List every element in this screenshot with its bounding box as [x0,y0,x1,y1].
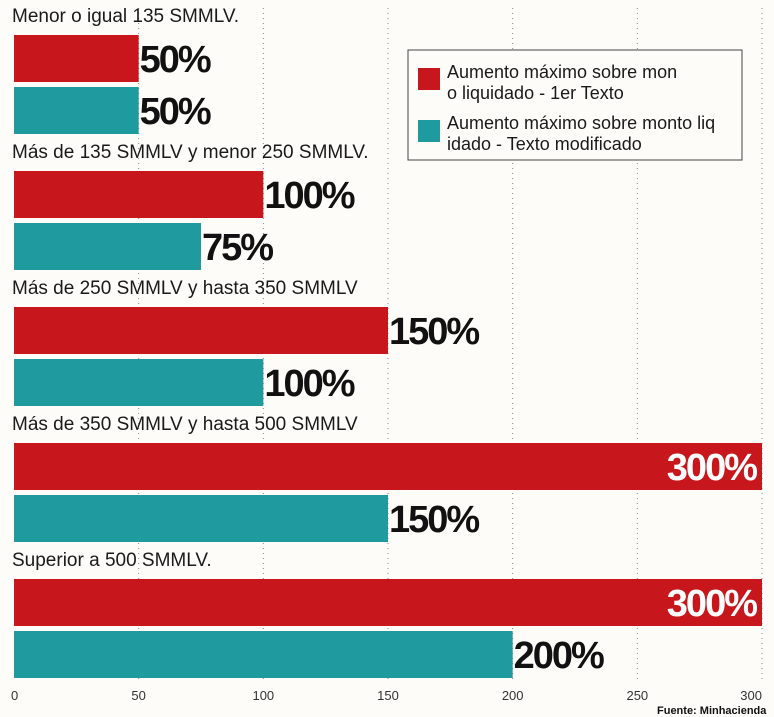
bar-series-1-category-4 [14,443,762,490]
value-label-series-2-category-1: 50% [140,91,211,133]
category-labels: Menor o igual 135 SMMLV. Más de 135 SMMLV… [12,6,369,571]
value-label-series-2-category-3: 100% [264,363,354,405]
value-label-series-2-category-5: 200% [514,635,604,677]
source-note: Fuente: Minhacienda [657,705,767,717]
bar-series-2-category-1 [14,87,139,134]
value-label-series-1-category-3: 150% [389,311,479,353]
x-axis-ticks: 0 50 100 150 200 250 300 [11,688,762,703]
legend-label-series-1-line-1: Aumento máximo sobre mon [447,62,677,82]
bar-series-1-category-1 [14,35,139,82]
value-label-series-2-category-2: 75% [202,227,273,269]
bar-series-2-category-4 [14,495,388,542]
value-label-series-1-category-4: 300% [667,447,757,489]
legend-swatch-series-1 [418,68,440,90]
legend-box [407,49,743,161]
bar-series-1-category-3 [14,307,388,354]
value-label-series-2-category-4: 150% [389,499,479,541]
x-tick-label-150: 150 [377,688,399,703]
legend-label-series-2-line-1: Aumento máximo sobre monto liq [447,113,715,133]
legend-label-series-2-line-2: idado - Texto modificado [447,134,642,154]
x-tick-label-300: 300 [740,688,762,703]
category-label-3: Más de 250 SMMLV y hasta 350 SMMLV [12,278,358,299]
category-label-1: Menor o igual 135 SMMLV. [12,6,239,27]
legend: Aumento máximo sobre mon o liquidado - 1… [407,49,743,161]
bar-series-1-category-2 [14,171,264,218]
category-label-2: Más de 135 SMMLV y menor 250 SMMLV. [12,142,369,163]
category-label-4: Más de 350 SMMLV y hasta 500 SMMLV [12,414,358,435]
bar-series-2-category-5 [14,631,513,678]
x-tick-label-50: 50 [131,688,145,703]
legend-swatch-series-2 [418,120,440,142]
x-tick-label-0: 0 [11,688,18,703]
bars [14,35,762,678]
bar-series-2-category-3 [14,359,264,406]
bar-series-2-category-2 [14,223,201,270]
x-tick-label-200: 200 [502,688,524,703]
value-label-series-1-category-1: 50% [140,39,211,81]
x-tick-label-250: 250 [626,688,648,703]
category-label-5: Superior a 500 SMMLV. [12,550,212,571]
value-labels: 50% 50% 100% 75% 150% 100% 300% 150% 300% 200% [140,39,760,677]
value-label-series-1-category-5: 300% [667,583,757,625]
legend-label-series-1-line-2: o liquidado - 1er Texto [447,83,624,103]
bar-series-1-category-5 [14,579,762,626]
x-tick-label-100: 100 [252,688,274,703]
value-label-series-1-category-2: 100% [264,175,354,217]
